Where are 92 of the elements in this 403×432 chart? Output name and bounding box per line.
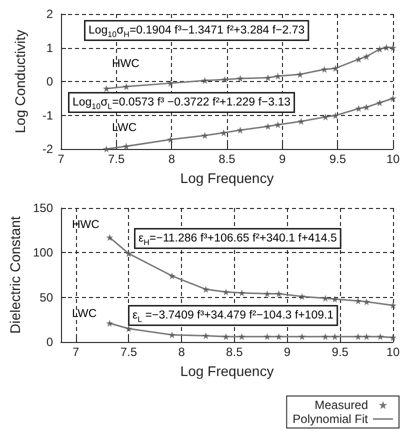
point: [332, 64, 339, 72]
point: [275, 333, 282, 340]
point: [238, 333, 246, 340]
y-axis-title: Dielectric Constant: [7, 216, 24, 334]
y-tick-label: 50: [40, 290, 54, 304]
x-tick-label: 9.5: [329, 152, 346, 166]
point: [238, 289, 246, 296]
point: [376, 99, 384, 106]
point: [354, 333, 362, 340]
point: [122, 83, 130, 90]
y-axis-title: Log Conductivity: [12, 30, 28, 134]
y-tick-label: -1: [42, 108, 54, 122]
y-tick-label: -2: [42, 142, 54, 156]
x-axis-title: Log Frequency: [180, 363, 274, 379]
point: [221, 76, 228, 83]
point: [236, 126, 244, 134]
annotation: LWC: [72, 308, 97, 320]
x-tick-label: 7.5: [108, 152, 125, 166]
point: [298, 292, 306, 300]
point: [168, 331, 176, 338]
point: [106, 234, 114, 241]
point: [236, 74, 244, 82]
y-tick-label: 0: [46, 335, 54, 349]
y-tick-label: 0: [46, 74, 54, 88]
point: [275, 290, 282, 298]
x-tick-label: 7.5: [120, 345, 138, 359]
point: [320, 66, 328, 73]
point: [331, 333, 338, 340]
x-tick-label: 9.5: [332, 345, 349, 359]
x-tick-label: 10: [386, 345, 400, 359]
point: [264, 290, 271, 298]
point: [220, 129, 228, 136]
annotation: LWC: [112, 122, 137, 134]
point: [201, 76, 208, 84]
x-axis-title: Log Frequency: [180, 170, 274, 186]
point: [201, 132, 208, 139]
point: [355, 56, 362, 63]
point: [331, 296, 338, 303]
point: [167, 136, 174, 144]
annotation: HWC: [112, 58, 140, 70]
point: [332, 112, 339, 120]
x-tick-label: 8: [178, 345, 186, 359]
point: [376, 46, 384, 53]
point: [125, 325, 132, 332]
y-tick-label: 1: [46, 40, 54, 55]
x-tick-label: 8.5: [226, 345, 244, 359]
x-tick-label: 7: [72, 345, 80, 359]
point: [202, 286, 210, 293]
y-tick-label: 2: [46, 7, 54, 21]
point: [296, 70, 304, 78]
point: [106, 320, 114, 327]
point: [354, 297, 362, 304]
point: [125, 250, 132, 258]
point: [322, 294, 329, 302]
x-tick-label: 7: [58, 152, 65, 166]
point: [322, 333, 329, 340]
y-tick-label: 150: [32, 201, 54, 215]
y-tick-label: 100: [32, 246, 54, 260]
point: [376, 333, 384, 340]
x-tick-label: 8: [168, 152, 176, 166]
point: [202, 332, 210, 340]
point: [363, 333, 370, 340]
point: [274, 121, 282, 128]
point: [322, 113, 329, 120]
point: [274, 72, 282, 80]
point: [222, 333, 230, 340]
point: [355, 105, 362, 112]
point: [102, 85, 110, 92]
point: [264, 122, 272, 130]
legend-label: Measured: [314, 398, 368, 412]
point: [122, 142, 130, 150]
point: [362, 53, 370, 60]
x-tick-label: 9: [278, 152, 286, 166]
point: [362, 104, 370, 111]
point: [298, 333, 306, 340]
x-tick-label: 8.5: [218, 152, 236, 166]
annotation: HWC: [72, 219, 100, 231]
point: [264, 333, 271, 340]
point: [390, 302, 396, 309]
x-tick-label: 10: [386, 152, 400, 166]
point: [298, 118, 305, 125]
point: [390, 94, 396, 102]
point: [390, 44, 396, 52]
legend-label: Polynomial Fit: [292, 412, 369, 426]
point: [168, 272, 176, 280]
point: [222, 288, 230, 296]
x-tick-label: 9: [284, 345, 291, 359]
point: [264, 74, 272, 82]
point: [102, 146, 110, 152]
point: [167, 80, 174, 87]
point: [363, 298, 370, 306]
point: [382, 44, 390, 51]
